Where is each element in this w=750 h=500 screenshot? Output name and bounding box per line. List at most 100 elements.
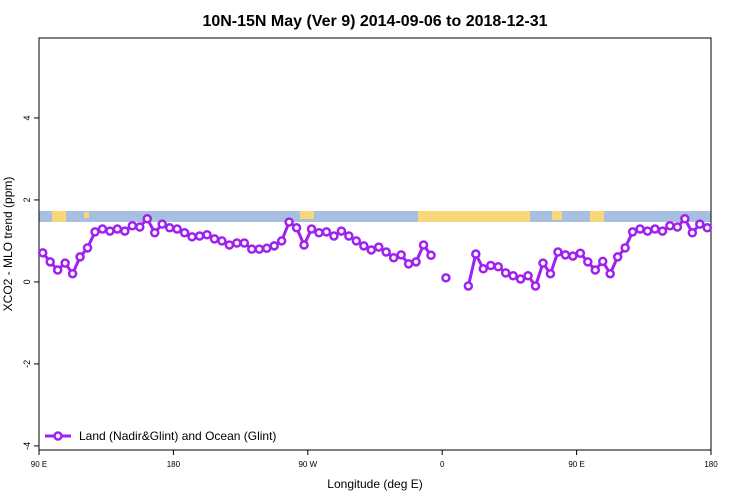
data-point — [612, 252, 623, 262]
data-point — [530, 281, 541, 291]
legend-label: Land (Nadir&Glint) and Ocean (Glint) — [79, 429, 276, 443]
data-point — [620, 243, 630, 253]
data-point — [90, 227, 100, 237]
data-point — [642, 226, 653, 236]
x-tick-label: 90 E — [568, 460, 584, 469]
y-tick-label: 0 — [22, 279, 32, 284]
data-point — [321, 227, 332, 237]
data-point — [366, 245, 377, 255]
data-point — [560, 250, 571, 260]
x-tick-label: 180 — [704, 460, 718, 469]
data-point — [164, 223, 175, 233]
x-axis-label: Longitude (deg E) — [327, 477, 422, 491]
data-point — [441, 273, 451, 283]
data-point — [37, 248, 48, 258]
data-point — [583, 257, 593, 267]
data-point — [605, 268, 615, 279]
data-point — [471, 249, 481, 259]
data-point — [515, 274, 526, 284]
data-point — [500, 268, 511, 278]
data-point — [82, 243, 93, 253]
data-point — [478, 264, 489, 274]
data-point — [411, 257, 421, 267]
y-tick-label: -2 — [22, 360, 32, 368]
data-point — [314, 227, 324, 238]
chart-title: 10N-15N May (Ver 9) 2014-09-06 to 2018-1… — [202, 13, 547, 30]
data-point — [239, 238, 250, 248]
data-point — [75, 252, 85, 262]
data-point — [695, 219, 705, 229]
data-point — [60, 258, 70, 268]
data-point — [172, 224, 182, 234]
data-point — [254, 244, 265, 254]
data-point — [261, 243, 272, 254]
data-point — [67, 268, 78, 279]
data-point — [179, 227, 190, 238]
y-tick-label: 4 — [22, 115, 32, 120]
data-point — [635, 224, 645, 234]
data-point — [702, 223, 713, 233]
x-tick-label: 180 — [167, 460, 181, 469]
data-point — [269, 241, 279, 251]
data-point — [284, 217, 294, 227]
data-point — [149, 227, 160, 238]
data-point — [344, 231, 354, 241]
data-point — [627, 227, 638, 237]
data-point — [485, 260, 496, 271]
data-point — [463, 281, 474, 291]
data-point — [247, 244, 257, 254]
data-point — [388, 252, 399, 263]
y-axis-label: XCO2 - MLO trend (ppm) — [1, 177, 15, 312]
data-point — [112, 224, 123, 234]
data-point — [418, 240, 429, 250]
data-point — [45, 257, 55, 267]
data-point — [538, 258, 548, 268]
data-point — [597, 256, 608, 267]
data-point — [306, 224, 317, 234]
data-point — [351, 236, 362, 246]
data-point — [650, 224, 660, 234]
data-point — [232, 238, 242, 248]
data-point — [657, 226, 668, 236]
data-point — [127, 221, 138, 231]
data-point — [553, 247, 563, 257]
map-strip — [39, 211, 711, 222]
data-point — [157, 219, 167, 229]
data-point — [672, 222, 683, 232]
data-point — [135, 222, 145, 232]
data-point — [568, 251, 578, 261]
data-point — [426, 250, 436, 261]
data-point — [680, 214, 690, 224]
data-point — [545, 268, 556, 279]
data-point — [396, 250, 406, 260]
data-point — [687, 227, 698, 238]
data-point — [665, 221, 675, 231]
data-point — [97, 224, 108, 234]
data-point — [299, 240, 309, 250]
x-tick-label: 90 W — [298, 460, 317, 469]
data-point — [217, 236, 227, 246]
data-point — [575, 248, 586, 258]
y-tick-label: -4 — [22, 442, 32, 450]
data-point — [291, 223, 302, 233]
data-point — [508, 271, 518, 281]
legend-marker — [53, 431, 63, 441]
data-point — [336, 226, 347, 236]
data-point — [493, 262, 503, 272]
data-point — [381, 247, 391, 257]
data-point — [329, 231, 339, 241]
data-point — [403, 259, 414, 269]
data-point — [359, 241, 369, 251]
data-point — [105, 226, 115, 236]
plot-frame — [38, 37, 712, 451]
data-point — [120, 226, 130, 236]
data-point — [202, 230, 212, 240]
data-point — [590, 265, 601, 275]
data-point — [52, 265, 63, 275]
data-point — [142, 214, 153, 224]
data-point — [194, 231, 205, 241]
data-point — [276, 236, 287, 246]
data-point — [224, 240, 235, 250]
x-tick-label: 90 E — [31, 460, 47, 469]
